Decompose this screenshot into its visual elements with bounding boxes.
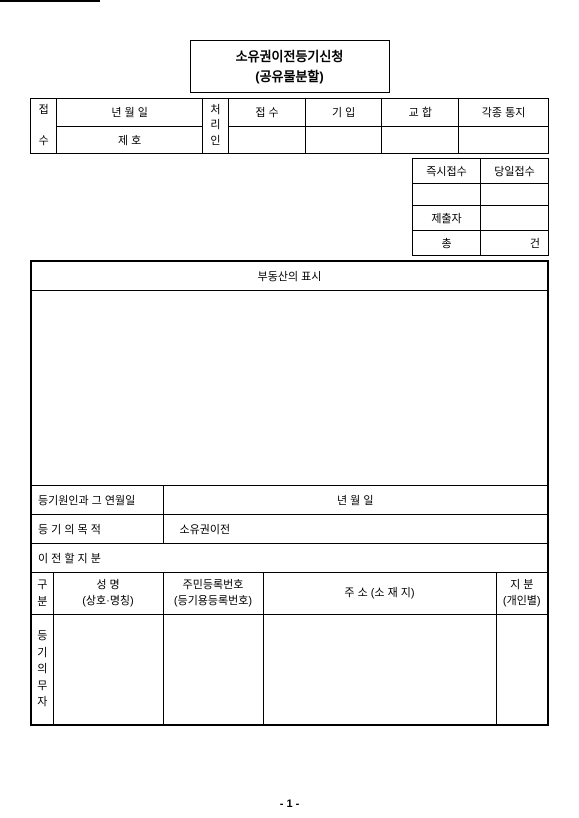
purpose-label: 등 기 의 목 적 xyxy=(31,515,163,544)
status-area: 즉시접수 당일접수 제출자 총 건 xyxy=(30,158,549,256)
top-bar xyxy=(0,0,100,2)
header-table: 접수 년 월 일 처리인 접 수 기 입 교 합 각종 통지 제 호 xyxy=(30,98,549,154)
immediate-value xyxy=(413,184,481,206)
id-header: 주민등록번호 (등기용등록번호) xyxy=(163,573,263,615)
notice-header: 각종 통지 xyxy=(459,99,549,127)
immediate-label: 즉시접수 xyxy=(413,159,481,184)
sameday-value xyxy=(481,184,549,206)
date-label: 년 월 일 xyxy=(57,99,202,127)
receipt-header: 접 수 xyxy=(229,99,306,127)
status-table: 즉시접수 당일접수 제출자 총 건 xyxy=(412,158,549,256)
total-label: 총 xyxy=(413,231,481,256)
submitter-label: 제출자 xyxy=(413,206,481,231)
title-line2: (공유물분할) xyxy=(195,67,385,87)
name-header: 성 명 (상호·명칭) xyxy=(53,573,163,615)
obligor-id xyxy=(163,615,263,725)
sameday-label: 당일접수 xyxy=(481,159,549,184)
receipt-value xyxy=(229,126,306,154)
process-col-label: 처리인 xyxy=(202,99,228,154)
collation-header: 교 합 xyxy=(382,99,459,127)
notice-value xyxy=(459,126,549,154)
document-title: 소유권이전등기신청 (공유물분할) xyxy=(190,40,390,93)
count-unit: 건 xyxy=(481,231,549,256)
submitter-value xyxy=(481,206,549,231)
cause-date-value: 년 월 일 xyxy=(163,486,548,515)
page-number: - 1 - xyxy=(0,798,579,810)
collation-value xyxy=(382,126,459,154)
number-label: 제 호 xyxy=(57,126,202,154)
purpose-value: 소유권이전 xyxy=(163,515,548,544)
page-content: 소유권이전등기신청 (공유물분할) 접수 년 월 일 처리인 접 수 기 입 교… xyxy=(0,0,579,746)
main-table: 부동산의 표시 등기원인과 그 연월일 년 월 일 등 기 의 목 적 소유권이… xyxy=(30,260,549,726)
share-header: 지 분 (개인별) xyxy=(496,573,548,615)
obligor-label: 등 기 의 무 자 xyxy=(31,615,53,725)
cause-date-label: 등기원인과 그 연월일 xyxy=(31,486,163,515)
obligor-name xyxy=(53,615,163,725)
receipt-col-label: 접수 xyxy=(31,99,57,154)
classification-header: 구분 xyxy=(31,573,53,615)
obligor-address xyxy=(263,615,496,725)
property-display-header: 부동산의 표시 xyxy=(31,261,548,291)
entry-value xyxy=(305,126,382,154)
transfer-share-label: 이 전 할 지 분 xyxy=(31,544,548,573)
entry-header: 기 입 xyxy=(305,99,382,127)
property-display-area xyxy=(31,291,548,486)
address-header: 주 소 (소 재 지) xyxy=(263,573,496,615)
title-line1: 소유권이전등기신청 xyxy=(195,47,385,67)
obligor-share xyxy=(496,615,548,725)
